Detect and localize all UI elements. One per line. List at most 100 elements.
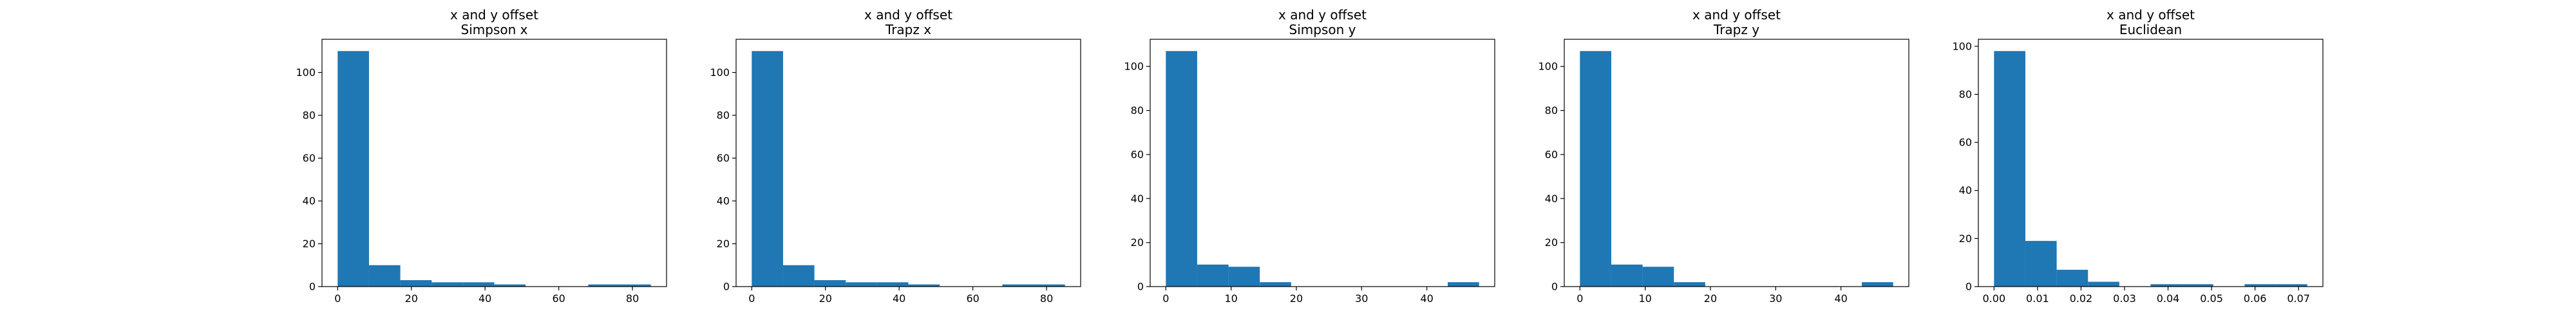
- histogram-bar: [2244, 284, 2277, 287]
- x-tick-label: 0.00: [1983, 292, 2006, 305]
- x-tick-label: 80: [626, 292, 639, 305]
- y-tick-label: 100: [1538, 61, 1558, 73]
- y-tick-label: 20: [1959, 232, 1972, 245]
- y-tick-label: 0: [309, 281, 316, 293]
- histogram-bar: [2056, 269, 2088, 287]
- y-tick-label: 80: [1545, 104, 1558, 117]
- x-tick-label: 40: [1420, 292, 1433, 305]
- x-tick-label: 80: [1040, 292, 1053, 305]
- x-tick-label: 20: [1290, 292, 1303, 305]
- panel-title: x and y offset: [450, 7, 538, 23]
- x-tick-label: 0.01: [2026, 292, 2049, 305]
- y-tick-label: 0: [1137, 281, 1144, 293]
- histogram-panel-1: 0 20 40 60 80 0 20 40 60 80 100 x and y offsetSimps…: [296, 7, 667, 305]
- y-tick-label: 20: [1545, 236, 1558, 249]
- x-tick-label: 20: [819, 292, 832, 305]
- histogram-bar: [1197, 264, 1229, 287]
- histogram-panel-5: 0.00 0.01 0.02 0.03 0.04 0.05 0.06 0.07 0 20 40 60 8…: [1952, 7, 2324, 305]
- axes-frame: [1150, 39, 1495, 287]
- x-tick-label: 0: [748, 292, 755, 305]
- panel-title: x and y offset: [1692, 7, 1781, 23]
- panel-subtitle: Simpson x: [461, 22, 528, 37]
- histogram-bar: [462, 282, 495, 287]
- histogram-panel-3: 0 10 20 30 40 0 20 40 60 80 100 x and y offsetSimps…: [1124, 7, 1495, 305]
- y-tick-label: 20: [1131, 236, 1144, 249]
- y-tick-label: 40: [1959, 184, 1972, 196]
- histogram-bar: [2182, 284, 2213, 287]
- y-tick-label: 40: [717, 195, 730, 207]
- y-tick-label: 60: [717, 152, 730, 164]
- histogram-bar: [1260, 282, 1291, 287]
- histogram-bar: [1002, 284, 1034, 287]
- x-tick-label: 0.02: [2070, 292, 2093, 305]
- x-tick-label: 60: [552, 292, 565, 305]
- y-tick-label: 60: [1545, 148, 1558, 160]
- y-tick-label: 20: [303, 238, 316, 250]
- y-tick-label: 40: [1545, 193, 1558, 205]
- histogram-bar: [400, 280, 432, 287]
- histogram-panel-4: 0 10 20 30 40 0 20 40 60 80 100 x and y offsetTrapz…: [1538, 7, 1909, 305]
- x-tick-label: 0.07: [2287, 292, 2310, 305]
- histogram-bar: [782, 265, 815, 287]
- axes-frame: [1564, 39, 1909, 287]
- y-tick-label: 20: [717, 238, 730, 250]
- x-tick-label: 40: [893, 292, 905, 305]
- x-tick-label: 30: [1769, 292, 1782, 305]
- y-tick-label: 100: [296, 66, 316, 79]
- histogram-bar: [494, 284, 526, 287]
- panel-subtitle: Simpson y: [1289, 22, 1356, 37]
- axes-frame: [321, 39, 667, 287]
- x-tick-label: 0.05: [2200, 292, 2223, 305]
- x-tick-label: 10: [1638, 292, 1651, 305]
- panel-subtitle: Trapz x: [885, 22, 931, 37]
- x-tick-label: 60: [966, 292, 979, 305]
- panel-subtitle: Trapz y: [1713, 22, 1759, 37]
- y-tick-label: 0: [1551, 281, 1558, 293]
- x-tick-label: 40: [1834, 292, 1847, 305]
- x-tick-label: 0: [1577, 292, 1583, 305]
- x-tick-label: 20: [405, 292, 418, 305]
- x-tick-label: 10: [1224, 292, 1237, 305]
- histogram-bar: [1674, 282, 1705, 287]
- histogram-bar: [814, 280, 846, 287]
- histogram-bar: [337, 51, 369, 287]
- histogram-bar: [846, 282, 877, 287]
- y-tick-label: 80: [303, 109, 316, 122]
- y-tick-label: 40: [303, 195, 316, 207]
- y-tick-label: 40: [1131, 193, 1144, 205]
- histogram-bar: [876, 282, 909, 287]
- histogram-bar: [1448, 282, 1479, 287]
- histogram-bar: [1580, 51, 1611, 287]
- x-tick-label: 0: [1162, 292, 1169, 305]
- histogram-bar: [908, 284, 940, 287]
- panel-title: x and y offset: [864, 7, 952, 23]
- y-tick-label: 100: [1124, 61, 1144, 73]
- x-tick-label: 0.06: [2244, 292, 2267, 305]
- histogram-bar: [2088, 281, 2119, 287]
- x-tick-label: 30: [1355, 292, 1368, 305]
- y-tick-label: 60: [1959, 137, 1972, 149]
- histogram-bar: [2025, 241, 2057, 287]
- y-tick-label: 80: [1959, 88, 1972, 100]
- histogram-bar: [752, 51, 783, 287]
- axes-frame: [735, 39, 1081, 287]
- x-tick-label: 0: [334, 292, 341, 305]
- x-tick-label: 20: [1704, 292, 1717, 305]
- histogram-bar: [620, 284, 651, 287]
- y-tick-label: 60: [303, 152, 316, 164]
- histogram-bar: [1034, 284, 1065, 287]
- histogram-bar: [2150, 284, 2183, 287]
- y-tick-label: 80: [717, 109, 730, 122]
- y-tick-label: 0: [1965, 281, 1972, 293]
- panel-title: x and y offset: [1278, 7, 1367, 23]
- histogram-bar: [1166, 51, 1197, 287]
- panel-subtitle: Euclidean: [2119, 22, 2182, 37]
- panel-title: x and y offset: [2107, 7, 2195, 23]
- y-tick-label: 100: [1952, 40, 1972, 52]
- y-tick-label: 100: [710, 66, 730, 79]
- y-tick-label: 60: [1131, 148, 1144, 160]
- y-tick-label: 80: [1131, 104, 1144, 117]
- histogram-bar: [588, 284, 620, 287]
